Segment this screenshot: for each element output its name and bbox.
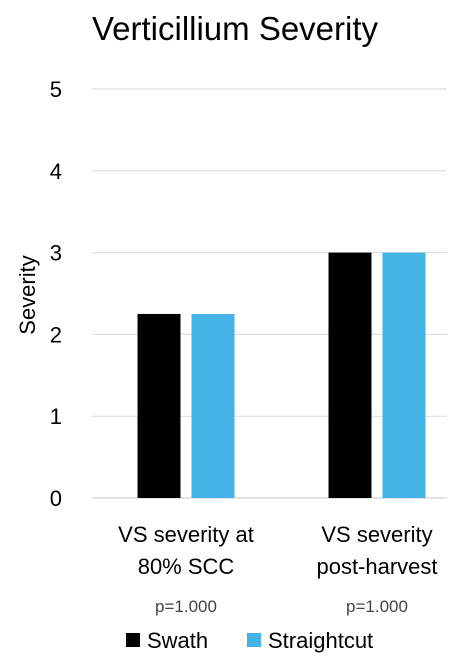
bar-swath-2 xyxy=(328,252,372,498)
x-axis-categories: VS severity at 80% SCC p=1.000 VS severity p… xyxy=(118,522,437,616)
y-tick-label-5: 5 xyxy=(50,77,62,102)
category-label-2-line-2: post-harvest xyxy=(316,554,437,579)
y-tick-label-2: 2 xyxy=(50,322,62,347)
legend-label-straightcut: Straightcut xyxy=(268,628,373,653)
bar-straightcut-1 xyxy=(191,313,235,498)
y-tick-label-4: 4 xyxy=(50,159,62,184)
legend-swatch-swath xyxy=(126,633,140,647)
y-axis-label: Severity xyxy=(15,255,40,334)
legend: Swath Straightcut xyxy=(126,628,373,653)
category-label-1-line-2: 80% SCC xyxy=(138,554,235,579)
bars-group xyxy=(137,252,426,498)
bar-straightcut-2 xyxy=(382,252,426,498)
category-label-1-line-1: VS severity at xyxy=(118,522,254,547)
y-tick-label-3: 3 xyxy=(50,241,62,266)
legend-swatch-straightcut xyxy=(247,633,261,647)
legend-label-swath: Swath xyxy=(147,628,208,653)
category-pvalue-1: p=1.000 xyxy=(155,597,217,616)
y-tick-label-1: 1 xyxy=(50,404,62,429)
category-label-2-line-1: VS severity xyxy=(321,522,432,547)
bar-swath-1 xyxy=(137,313,181,498)
y-tick-label-0: 0 xyxy=(50,486,62,511)
y-axis-ticks: 0 1 2 3 4 5 xyxy=(50,77,62,511)
chart-title: Verticillium Severity xyxy=(92,10,379,47)
category-pvalue-2: p=1.000 xyxy=(346,597,408,616)
